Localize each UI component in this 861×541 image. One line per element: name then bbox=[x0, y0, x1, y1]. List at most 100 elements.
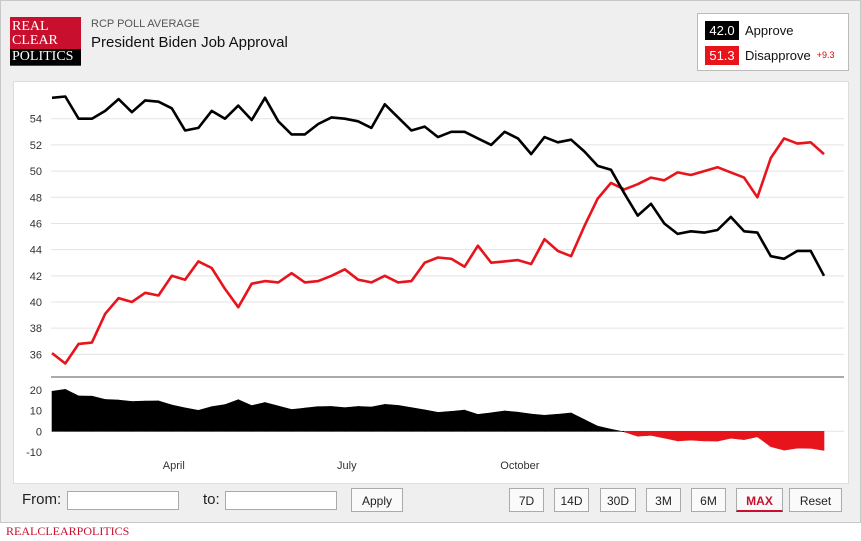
spread-area-segment bbox=[677, 430, 692, 442]
footer-brand: REALCLEARPOLITICS bbox=[6, 524, 130, 538]
approve-label: Approve bbox=[745, 22, 794, 38]
logo-line: CLEAR bbox=[12, 33, 58, 48]
x-tick-label: October bbox=[500, 460, 539, 472]
y-tick-label: 42 bbox=[30, 271, 42, 283]
spread-area-segment bbox=[517, 411, 532, 432]
to-date-input[interactable] bbox=[225, 491, 337, 510]
range-30d-button[interactable]: 30D bbox=[600, 488, 636, 512]
spread-change: +9.3 bbox=[816, 50, 835, 60]
spread-y-tick-label: 10 bbox=[30, 406, 42, 418]
spread-area-segment bbox=[490, 410, 505, 432]
to-label: to: bbox=[203, 491, 220, 508]
chart-area: 36 38 40 42 44 46 48 50 52 54 20 10 0 -10 April July Oct… bbox=[13, 81, 849, 484]
spread-area-segment bbox=[770, 430, 785, 451]
spread-area-segment bbox=[624, 430, 638, 437]
apply-button[interactable]: Apply bbox=[351, 488, 403, 512]
legend-disapprove: 51.3 Disapprove +9.3 bbox=[705, 45, 835, 65]
logo-line: REAL bbox=[12, 19, 49, 34]
spread-y-tick-label: -10 bbox=[26, 447, 42, 459]
spread-area-segment bbox=[131, 400, 146, 432]
spread-y-tick-label: 20 bbox=[30, 385, 42, 397]
chart-svg: 36 38 40 42 44 46 48 50 52 54 20 10 0 -10 April July Oct… bbox=[26, 95, 844, 472]
spread-area-segment bbox=[530, 413, 545, 432]
spread-area-segment bbox=[251, 402, 266, 432]
spread-area-segment bbox=[557, 412, 572, 432]
spread-area-segment bbox=[743, 430, 758, 441]
range-7d-button[interactable]: 7D bbox=[509, 488, 544, 512]
from-label: From: bbox=[22, 491, 62, 508]
widget-frame: REAL CLEAR POLITICS RCP POLL AVERAGE Pre… bbox=[0, 0, 861, 523]
spread-area-segment bbox=[797, 430, 811, 449]
spread-area-segment bbox=[344, 406, 359, 432]
spread-area-segment bbox=[544, 413, 559, 432]
y-tick-label: 50 bbox=[30, 166, 42, 178]
spread-area-segment bbox=[424, 409, 439, 432]
spread-y-tick-label: 0 bbox=[36, 426, 42, 438]
y-tick-label: 46 bbox=[30, 218, 42, 230]
legend-approve: 42.0 Approve bbox=[705, 20, 793, 40]
spread-area-segment bbox=[304, 406, 319, 432]
spread-area-segment bbox=[317, 406, 332, 432]
range-max-button[interactable]: MAX bbox=[736, 488, 783, 512]
spread-area-segment bbox=[184, 407, 199, 432]
spread-area-segment bbox=[291, 407, 306, 432]
series-line-approve bbox=[51, 95, 826, 277]
spread-area-segment bbox=[717, 430, 732, 442]
spread-area-segment bbox=[144, 400, 159, 432]
spread-area-segment bbox=[584, 419, 599, 432]
reset-button[interactable]: Reset bbox=[789, 488, 842, 512]
spread-area-segment bbox=[437, 411, 452, 432]
spread-area-segment bbox=[783, 430, 798, 451]
chart-kicker: RCP POLL AVERAGE bbox=[91, 18, 200, 30]
logo-line: POLITICS bbox=[10, 49, 81, 65]
spread-area-segment bbox=[51, 389, 66, 432]
spread-area-segment bbox=[597, 425, 612, 432]
spread-area-segment bbox=[411, 407, 425, 432]
rcp-logo: REAL CLEAR POLITICS bbox=[10, 17, 81, 66]
range-6m-button[interactable]: 6M bbox=[691, 488, 726, 512]
y-tick-label: 52 bbox=[30, 140, 42, 152]
spread-area-segment bbox=[104, 399, 119, 432]
spread-area-segment bbox=[357, 406, 372, 432]
controls-bar: From: to: Apply 7D 14D 30D 3M 6M MAX Res… bbox=[13, 484, 847, 518]
x-tick-label: July bbox=[337, 460, 357, 472]
spread-area-segment bbox=[397, 405, 412, 432]
from-date-input[interactable] bbox=[67, 491, 179, 510]
spread-area-segment bbox=[224, 399, 239, 432]
spread-area-segment bbox=[264, 402, 279, 432]
spread-area-segment bbox=[650, 430, 665, 439]
spread-area-segment bbox=[810, 430, 825, 451]
x-tick-label: April bbox=[163, 460, 185, 472]
series-line-disapprove bbox=[51, 137, 825, 365]
spread-area-segment bbox=[570, 412, 585, 432]
spread-area-segment bbox=[690, 430, 705, 442]
chart-title: President Biden Job Approval bbox=[91, 34, 288, 51]
spread-area-segment bbox=[211, 404, 226, 432]
spread-area-segment bbox=[384, 404, 399, 432]
range-3m-button[interactable]: 3M bbox=[646, 488, 681, 512]
y-tick-label: 54 bbox=[30, 114, 42, 126]
legend: 42.0 Approve 51.3 Disapprove +9.3 bbox=[697, 13, 849, 71]
spread-area-segment bbox=[504, 410, 519, 432]
spread-area-segment bbox=[158, 400, 173, 432]
spread-area-segment bbox=[451, 409, 465, 432]
range-14d-button[interactable]: 14D bbox=[554, 488, 589, 512]
y-tick-label: 44 bbox=[30, 245, 42, 257]
spread-area-segment bbox=[331, 406, 346, 432]
spread-area-segment bbox=[238, 399, 252, 432]
disapprove-value: 51.3 bbox=[705, 45, 739, 65]
spread-area-segment bbox=[91, 395, 106, 432]
spread-area-segment bbox=[198, 406, 213, 432]
y-tick-label: 48 bbox=[30, 192, 42, 204]
y-tick-label: 36 bbox=[30, 349, 42, 361]
spread-area-segment bbox=[171, 404, 186, 432]
spread-area-segment bbox=[65, 388, 79, 432]
spread-area-segment bbox=[464, 409, 479, 432]
spread-area-segment bbox=[477, 412, 492, 432]
y-tick-label: 40 bbox=[30, 297, 42, 309]
spread-area-segment bbox=[730, 430, 745, 441]
spread-area-segment bbox=[757, 430, 772, 448]
y-tick-label: 38 bbox=[30, 323, 42, 335]
spread-area-segment bbox=[637, 430, 652, 437]
spread-area-segment bbox=[118, 399, 133, 432]
